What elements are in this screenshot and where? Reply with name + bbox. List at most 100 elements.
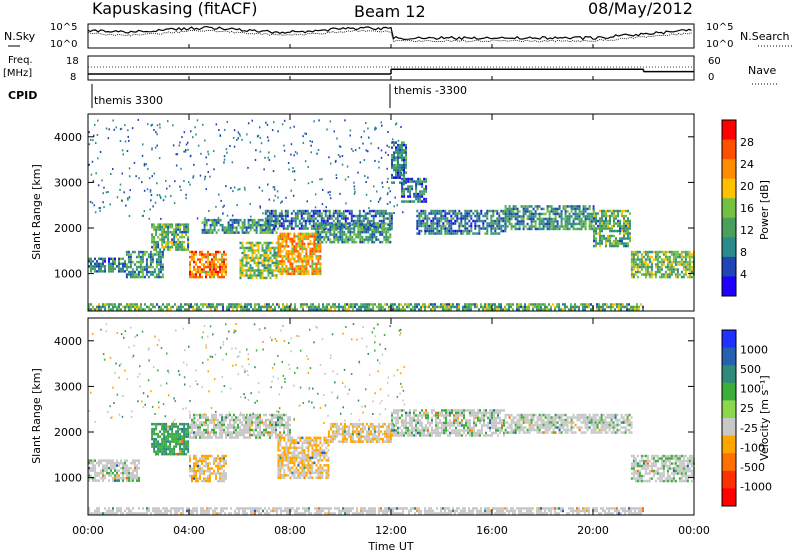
power-cell — [245, 274, 248, 277]
velocity-cell — [173, 435, 176, 438]
power-cell — [546, 225, 549, 228]
power-cell — [611, 234, 613, 238]
power-cell — [125, 268, 128, 271]
power-cell — [241, 266, 244, 270]
power-cell — [151, 270, 154, 274]
power-cell — [564, 217, 567, 221]
power-cell — [438, 229, 441, 233]
power-cell — [228, 303, 230, 306]
power-cell — [546, 205, 549, 208]
velocity-cell — [243, 413, 245, 417]
power-cell — [405, 161, 407, 164]
power-cell — [168, 308, 170, 311]
velocity-cell — [126, 474, 128, 477]
velocity-cell — [269, 413, 271, 417]
power-cell — [96, 260, 98, 263]
power-cell — [217, 250, 219, 254]
power-cell — [223, 231, 226, 234]
power-cell — [249, 276, 252, 280]
power-scatter-point — [360, 136, 363, 139]
power-cell — [261, 276, 264, 280]
power-cell — [658, 268, 661, 271]
power-cell — [391, 166, 393, 169]
power-cell — [301, 267, 304, 271]
velocity-cell — [239, 433, 241, 437]
power-cell — [598, 303, 600, 306]
power-cell — [504, 222, 507, 226]
power-scatter-point — [370, 142, 372, 145]
power-cell — [458, 212, 461, 215]
power-scatter-point — [329, 194, 331, 196]
power-cell — [676, 270, 679, 274]
power-cell — [195, 275, 197, 279]
power-scatter-point — [172, 124, 174, 127]
power-cell — [273, 269, 276, 272]
power-cell — [552, 222, 555, 226]
power-cell — [550, 308, 552, 311]
power-cell — [492, 214, 495, 218]
power-cell — [285, 255, 288, 258]
power-cell — [268, 303, 270, 306]
velocity-cell — [130, 479, 132, 482]
power-scatter-point — [141, 215, 144, 218]
power-scatter-point — [231, 214, 234, 217]
power-cell — [304, 212, 307, 215]
power-scatter-point — [92, 139, 94, 142]
power-cell — [466, 212, 469, 215]
power-cell — [506, 220, 509, 223]
power-cell — [253, 259, 256, 262]
power-cell — [599, 229, 601, 233]
power-scatter-point — [387, 177, 389, 180]
power-scatter-point — [386, 144, 388, 147]
power-cell — [419, 195, 422, 198]
power-cell — [498, 303, 500, 306]
power-cell — [672, 260, 675, 264]
velocity-cell — [239, 421, 241, 424]
power-cell — [163, 235, 166, 239]
velocity-cell — [179, 440, 182, 443]
power-cell — [267, 261, 270, 265]
power-cell — [108, 270, 110, 273]
power-cell — [364, 217, 367, 220]
velocity-cell — [118, 464, 120, 467]
power-cell — [264, 217, 267, 220]
power-cell — [263, 259, 266, 262]
power-cell — [618, 303, 620, 306]
velocity-cell — [249, 426, 251, 429]
velocity-cell — [215, 416, 217, 419]
power-cell — [434, 212, 437, 215]
power-cell — [355, 240, 358, 244]
power-cell — [452, 229, 455, 233]
power-cell — [286, 214, 289, 218]
power-cell — [370, 303, 372, 306]
power-cell — [370, 219, 373, 223]
velocity-cell — [223, 462, 225, 465]
power-cell — [572, 205, 575, 208]
velocity-cell — [283, 418, 285, 422]
power-scatter-point — [247, 166, 249, 169]
power-cell — [656, 253, 659, 256]
power-cell — [153, 275, 156, 279]
power-cell — [317, 228, 320, 231]
power-cell — [552, 207, 555, 211]
power-cell — [568, 220, 571, 223]
power-cell — [98, 270, 100, 273]
power-cell — [104, 270, 106, 273]
power-cell — [336, 305, 338, 309]
power-scatter-point — [378, 166, 380, 169]
power-cell — [676, 268, 679, 271]
power-cell — [251, 241, 254, 245]
power-cell — [474, 222, 477, 225]
power-cell — [286, 303, 288, 306]
power-cell — [352, 308, 354, 311]
power-cell — [628, 303, 630, 306]
power-cell — [153, 268, 156, 271]
velocity-cell — [245, 426, 247, 429]
power-cell — [613, 244, 615, 248]
power-cell — [542, 220, 545, 223]
power-cell — [307, 270, 310, 273]
power-cell — [287, 267, 290, 271]
power-cell — [616, 305, 618, 309]
power-scatter-point — [120, 127, 123, 130]
power-cell — [286, 305, 288, 309]
